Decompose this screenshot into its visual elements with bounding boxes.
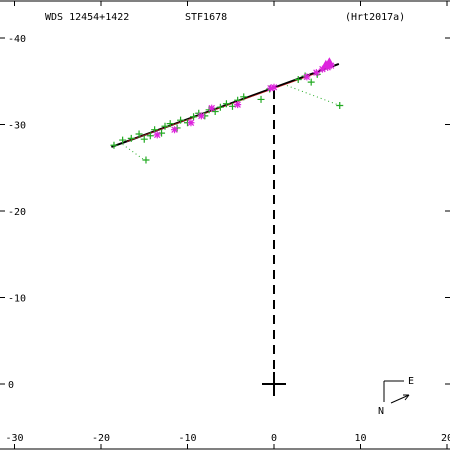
visual-point xyxy=(228,102,236,110)
compass-east-label: E xyxy=(408,376,414,387)
dotted-tail-line xyxy=(286,85,340,106)
y-tick-label: -10 xyxy=(8,294,26,305)
speckle-point xyxy=(197,112,205,120)
visual-point xyxy=(190,113,198,121)
speckle-point xyxy=(234,101,242,109)
marks-group xyxy=(110,57,344,396)
y-tick-label: 0 xyxy=(8,380,14,391)
visual-point xyxy=(177,116,185,124)
x-tick-label: -20 xyxy=(92,433,110,444)
motion-arrow xyxy=(390,394,410,404)
wds-label: WDS 12454+1422 xyxy=(45,12,129,23)
visual-point xyxy=(119,136,127,144)
visual-point xyxy=(307,78,315,86)
y-tick-label: -40 xyxy=(8,34,26,45)
speckle-point xyxy=(187,119,195,127)
visual-point xyxy=(146,132,154,140)
visual-point xyxy=(240,93,248,101)
visual-point xyxy=(166,120,174,128)
reference-label: (Hrt2017a) xyxy=(345,12,405,23)
visual-point xyxy=(257,95,265,103)
star-name-label: STF1678 xyxy=(185,12,227,23)
visual-point xyxy=(216,103,224,111)
compass-north-label: N xyxy=(378,406,384,417)
speckle-point xyxy=(171,126,179,134)
visual-point xyxy=(211,108,219,116)
x-tick-label: 0 xyxy=(271,433,277,444)
x-tick-label: -10 xyxy=(178,433,196,444)
lines-group xyxy=(111,63,340,384)
visual-point xyxy=(140,135,148,143)
speckle-triangle-point xyxy=(324,57,335,66)
x-tick-label: 20 xyxy=(441,433,450,444)
visual-point xyxy=(135,130,143,138)
y-tick-label: -30 xyxy=(8,121,26,132)
speckle-point xyxy=(312,69,320,77)
speckle-point xyxy=(318,65,326,73)
visual-point xyxy=(161,122,169,130)
visual-point xyxy=(110,141,118,149)
visual-point xyxy=(222,100,230,108)
speckle-point xyxy=(303,73,311,81)
visual-point xyxy=(127,134,135,142)
visual-point xyxy=(142,156,150,164)
y-tick-label: -20 xyxy=(8,207,26,218)
primary-star-marker xyxy=(262,372,286,396)
visual-point xyxy=(336,101,344,109)
x-tick-label: 10 xyxy=(354,433,366,444)
speckle-point xyxy=(270,83,278,91)
speckle-point xyxy=(208,104,216,112)
dotted-tail-line xyxy=(122,143,145,161)
x-tick-label: -30 xyxy=(5,433,23,444)
speckle-point xyxy=(267,84,275,92)
compass: E N xyxy=(378,376,414,417)
speckle-point xyxy=(153,131,161,139)
visual-point xyxy=(294,76,302,84)
motion-arrow-head xyxy=(403,394,410,401)
